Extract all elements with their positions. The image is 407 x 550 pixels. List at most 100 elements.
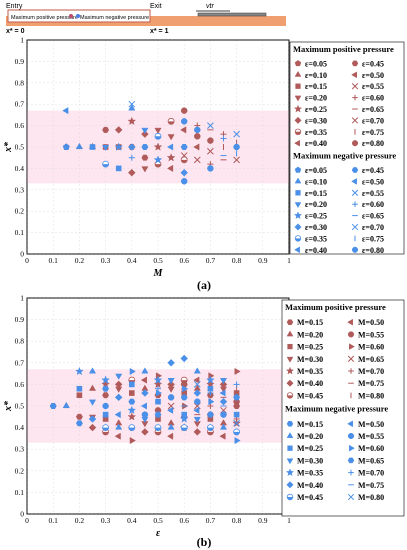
data-point-positive (141, 166, 149, 173)
data-point-positive (129, 390, 135, 396)
data-point-negative (153, 155, 163, 164)
legend-entry-positive: M=0.30 (297, 355, 323, 364)
data-point-negative (180, 424, 188, 432)
legend-entry-negative: ε=0.10 (305, 177, 327, 186)
legend-marker-positive (347, 318, 353, 326)
data-point-negative (75, 420, 83, 427)
legend-positive-title: Maximum positive pressure (285, 302, 386, 312)
data-point-positive (180, 126, 187, 134)
data-point-positive (193, 156, 201, 164)
legend-entry-positive: ε=0.30 (305, 116, 327, 125)
legend-entry-positive: ε=0.60 (362, 94, 384, 103)
data-point-negative (102, 411, 109, 418)
data-point-negative (180, 354, 189, 363)
legend-marker-negative (347, 432, 355, 440)
data-point-negative (62, 107, 69, 115)
x-tick-label: 0.2 (75, 256, 85, 265)
data-point-negative (129, 381, 135, 388)
y-tick-label: 0.8 (15, 337, 25, 346)
legend-marker-negative (351, 246, 359, 253)
y-tick-label: 0.7 (15, 358, 25, 367)
legend-marker-negative (351, 189, 359, 196)
plot-frame (26, 39, 290, 255)
data-point-positive (180, 156, 188, 164)
legend-entry-positive: ε=0.20 (305, 94, 327, 103)
x-tick-label: 0.9 (258, 516, 268, 525)
legend-entry-negative: ε=0.75 (362, 234, 384, 243)
legend-marker-negative (294, 177, 302, 184)
data-point-negative (167, 423, 175, 430)
legend-marker-negative (347, 457, 355, 464)
data-point-positive (219, 432, 226, 440)
data-point-positive (127, 168, 136, 177)
data-point-negative (115, 423, 123, 430)
y-tick-label: 1 (20, 294, 24, 303)
legend-marker-positive (295, 83, 301, 89)
data-point-negative (233, 394, 241, 401)
legend-entry-negative: M=0.50 (358, 420, 384, 429)
data-point-negative (114, 411, 121, 419)
data-point-negative (220, 135, 227, 142)
legend-marker-positive (294, 139, 300, 147)
legend-entry-negative: M=0.25 (297, 444, 323, 453)
legend-entry-negative: M=0.80 (358, 493, 384, 502)
data-point-negative (219, 389, 226, 397)
data-point-negative (154, 424, 162, 432)
y-tick-label: 0.1 (15, 488, 25, 497)
y-tick-label: 0.4 (15, 423, 25, 432)
y-tick-label: 1 (20, 36, 24, 45)
legend-entry-positive: ε=0.15 (305, 82, 327, 91)
legend-marker-positive (351, 83, 359, 90)
legend-marker-positive (286, 330, 294, 337)
legend-entry-positive: M=0.55 (358, 330, 384, 339)
data-point-positive (193, 143, 200, 151)
data-point-negative (75, 366, 84, 376)
data-point-negative (234, 437, 241, 445)
data-point-negative (141, 144, 149, 150)
legend-marker-positive (347, 331, 355, 338)
legend-marker-positive (349, 343, 355, 350)
legend-marker-negative (347, 420, 353, 428)
data-point-positive (167, 380, 175, 389)
data-point-negative (128, 104, 136, 111)
legend-marker-negative (293, 211, 303, 220)
exit-label: Exit (150, 3, 162, 10)
data-point-negative (233, 411, 240, 418)
data-point-negative (193, 381, 201, 388)
legend-entry-negative: M=0.40 (297, 481, 323, 490)
data-point-negative (101, 375, 110, 384)
legend-entry-negative: ε=0.15 (305, 189, 327, 198)
data-point-negative (128, 154, 135, 161)
data-point-negative (167, 358, 175, 367)
data-point-positive (207, 147, 214, 155)
legend-marker-negative (351, 178, 357, 185)
legend-entry-positive: ε=0.10 (305, 71, 327, 80)
train-speed-label: vtr (206, 3, 214, 10)
legend-marker-positive (294, 70, 302, 77)
data-point-positive (207, 137, 214, 144)
data-point-positive (141, 154, 149, 161)
y-tick-label: 0.3 (15, 445, 25, 454)
data-point-negative (153, 375, 163, 384)
data-point-positive (140, 376, 147, 384)
legend-entry-negative: ε=0.20 (305, 200, 327, 209)
legend-marker-negative (286, 421, 294, 427)
legend-box (289, 41, 405, 255)
data-point-negative (219, 397, 228, 406)
x-tick-label: 0.7 (206, 516, 216, 525)
legend-entry-positive: M=0.35 (297, 367, 323, 376)
data-point-negative (102, 402, 109, 410)
legend-entry-negative: M=0.75 (358, 481, 384, 490)
data-point-positive (167, 134, 175, 141)
legend-marker-positive (351, 60, 359, 67)
legend-entry-positive: M=0.70 (358, 367, 384, 376)
data-point-negative (233, 419, 240, 427)
legend-marker-positive (286, 392, 294, 399)
entry-label: Entry (6, 3, 23, 10)
data-point-negative (233, 143, 240, 151)
x-tick-label: 0.5 (153, 516, 163, 525)
y-axis-label: x* (3, 141, 14, 153)
data-point-positive (76, 392, 83, 398)
legend-marker-negative (294, 246, 300, 254)
data-point-negative (219, 378, 228, 385)
